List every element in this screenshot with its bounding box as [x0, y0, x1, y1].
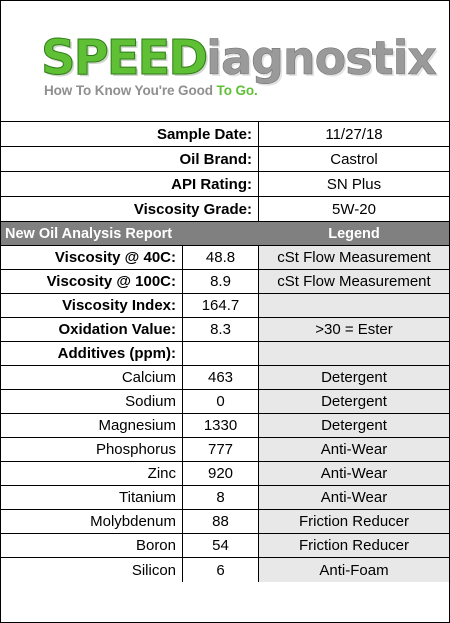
table-row: Sodium 0 Detergent — [1, 390, 449, 414]
table-row: Titanium 8 Anti-Wear — [1, 486, 449, 510]
table-row: Silicon 6 Anti-Foam — [1, 558, 449, 582]
legend-header: Legend — [328, 225, 380, 242]
tagline-highlight: To Go. — [216, 83, 258, 98]
row-label: Additives (ppm): — [1, 342, 183, 365]
logo-speed-text: SPEED — [40, 30, 208, 86]
speed-diagnostix-logo: SPEEDiagnostix How To Know You're Good T… — [1, 1, 449, 122]
table-row: Oxidation Value: 8.3 >30 = Ester — [1, 318, 449, 342]
row-value: 6 — [183, 558, 259, 582]
sample-date-value: 11/27/18 — [325, 125, 383, 143]
row-legend: cSt Flow Measurement — [259, 270, 449, 293]
row-label: Viscosity @ 100C: — [1, 270, 183, 293]
row-label: Viscosity @ 40C: — [1, 246, 183, 269]
row-legend: Anti-Wear — [259, 438, 449, 461]
row-value: 920 — [183, 462, 259, 485]
row-value: 164.7 — [183, 294, 259, 317]
row-legend: Detergent — [259, 414, 449, 437]
table-row: Viscosity @ 40C: 48.8 cSt Flow Measureme… — [1, 246, 449, 270]
report-title: New Oil Analysis Report — [5, 225, 173, 242]
row-legend: cSt Flow Measurement — [259, 246, 449, 269]
tagline-main: How To Know You're Good — [44, 83, 217, 98]
oil-brand-value: Castrol — [330, 150, 378, 168]
oil-brand-row: Oil Brand: Castrol — [1, 147, 449, 172]
logo-tagline: How To Know You're Good To Go. — [44, 83, 258, 98]
viscosity-grade-value: 5W-20 — [332, 200, 376, 218]
table-row: Phosphorus 777 Anti-Wear — [1, 438, 449, 462]
table-row: Viscosity Index: 164.7 — [1, 294, 449, 318]
row-legend: Friction Reducer — [259, 510, 449, 533]
row-value: 1330 — [183, 414, 259, 437]
api-rating-value: SN Plus — [326, 175, 382, 193]
row-value: 8.9 — [183, 270, 259, 293]
row-value: 88 — [183, 510, 259, 533]
table-row: Additives (ppm): — [1, 342, 449, 366]
row-value: 48.8 — [183, 246, 259, 269]
row-label: Molybdenum — [1, 510, 183, 533]
row-label: Sodium — [1, 390, 183, 413]
row-value: 8 — [183, 486, 259, 509]
logo-diagnostix-text: iagnostix — [206, 31, 437, 85]
table-row: Molybdenum 88 Friction Reducer — [1, 510, 449, 534]
row-label: Magnesium — [1, 414, 183, 437]
api-rating-label: API Rating: — [1, 172, 259, 196]
row-legend: >30 = Ester — [259, 318, 449, 341]
row-label: Zinc — [1, 462, 183, 485]
row-legend — [259, 294, 449, 317]
table-row: Zinc 920 Anti-Wear — [1, 462, 449, 486]
row-value: 54 — [183, 534, 259, 557]
report-header-row: New Oil Analysis Report Legend — [1, 222, 449, 246]
row-label: Silicon — [1, 558, 183, 582]
sample-date-label: Sample Date: — [1, 122, 259, 146]
row-legend: Detergent — [259, 390, 449, 413]
table-row: Magnesium 1330 Detergent — [1, 414, 449, 438]
row-value: 463 — [183, 366, 259, 389]
row-label: Boron — [1, 534, 183, 557]
row-label: Titanium — [1, 486, 183, 509]
row-value: 777 — [183, 438, 259, 461]
row-legend: Friction Reducer — [259, 534, 449, 557]
row-label: Phosphorus — [1, 438, 183, 461]
logo-wordmark: SPEEDiagnostix — [40, 30, 437, 86]
row-legend: Anti-Wear — [259, 462, 449, 485]
viscosity-grade-row: Viscosity Grade: 5W-20 — [1, 197, 449, 222]
row-label: Viscosity Index: — [1, 294, 183, 317]
row-label: Calcium — [1, 366, 183, 389]
row-value — [183, 342, 259, 365]
row-legend: Anti-Wear — [259, 486, 449, 509]
row-value: 0 — [183, 390, 259, 413]
sample-date-row: Sample Date: 11/27/18 — [1, 122, 449, 147]
api-rating-row: API Rating: SN Plus — [1, 172, 449, 197]
row-label: Oxidation Value: — [1, 318, 183, 341]
table-row: Calcium 463 Detergent — [1, 366, 449, 390]
row-legend: Detergent — [259, 366, 449, 389]
oil-brand-label: Oil Brand: — [1, 147, 259, 171]
row-legend — [259, 342, 449, 365]
row-value: 8.3 — [183, 318, 259, 341]
viscosity-grade-label: Viscosity Grade: — [1, 197, 259, 221]
table-row: Boron 54 Friction Reducer — [1, 534, 449, 558]
row-legend: Anti-Foam — [259, 558, 449, 582]
table-row: Viscosity @ 100C: 8.9 cSt Flow Measureme… — [1, 270, 449, 294]
